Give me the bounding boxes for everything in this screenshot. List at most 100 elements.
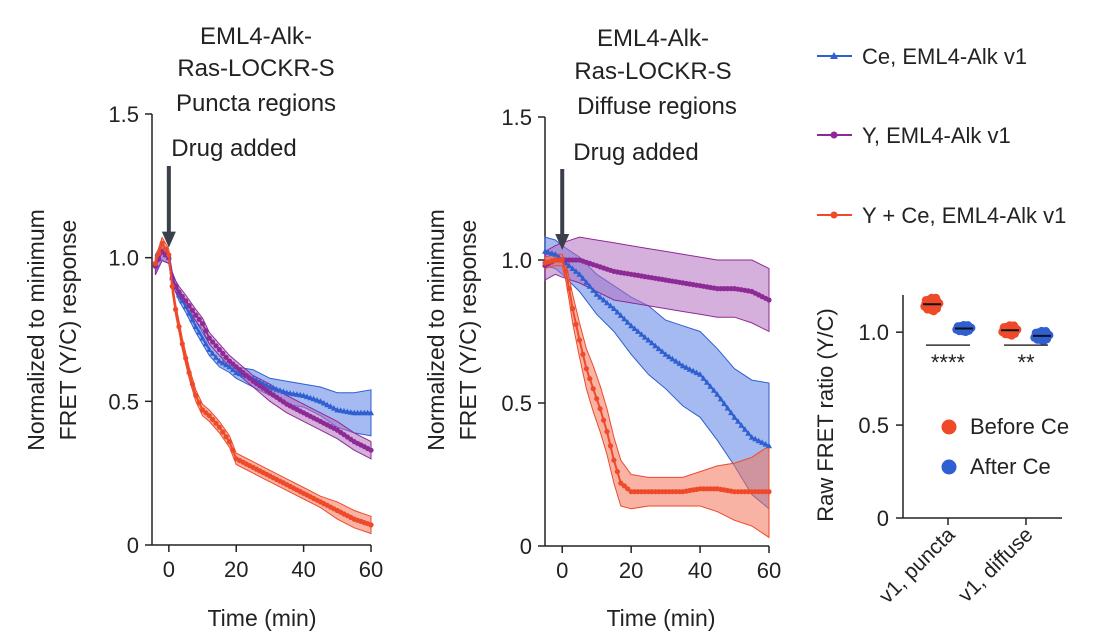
panel-diffuse-series-1-point xyxy=(748,434,755,440)
panel-diffuse-series-3-point xyxy=(601,417,607,423)
panel-diffuse-series-3-point xyxy=(583,366,590,372)
panel-puncta-series-2-point xyxy=(203,328,209,334)
panel-puncta-ylabel-2: FRET (Y/C) response xyxy=(55,220,81,441)
panel-puncta-ytick-label: 0 xyxy=(127,533,139,558)
panel-diffuse-series-1-point xyxy=(641,334,648,340)
panel-puncta-series-1-point xyxy=(189,316,196,323)
panel-puncta-series-1-point xyxy=(304,393,310,400)
panel-diffuse-series-1-point xyxy=(604,299,610,306)
panel-puncta-title-2: Ras-LOCKR-S xyxy=(177,55,334,82)
panel-diffuse-ytick-label: 1.5 xyxy=(501,105,532,130)
panel-puncta-series-1-point xyxy=(202,340,209,347)
panel-puncta-band-2 xyxy=(154,242,372,460)
panel-diffuse-series-1-point xyxy=(752,435,759,442)
panel-diffuse-series-1-point xyxy=(724,404,731,411)
panel-diffuse-series-2-point xyxy=(766,297,772,303)
panel-puncta-series-1-point xyxy=(182,303,189,309)
panel-diffuse-series-1-point xyxy=(614,308,621,315)
panel-diffuse-series-1-point xyxy=(762,441,769,447)
panel-puncta-series-2-point xyxy=(206,335,212,341)
panel-puncta-band-1 xyxy=(154,242,372,437)
panel-diffuse-series-1-point xyxy=(717,395,724,402)
panel-puncta-series-1-point xyxy=(192,323,199,329)
panel-diffuse-series-1-point xyxy=(700,375,707,381)
panel-puncta-series-1-point xyxy=(223,361,230,368)
panel-puncta-series-2-point xyxy=(183,298,189,304)
panel-diffuse-series-1-point xyxy=(679,362,686,369)
panel-puncta-series-3-point xyxy=(166,252,172,258)
panel-diffuse-xlabel: Time (min) xyxy=(606,605,715,631)
panel-diffuse-series-3-point xyxy=(559,257,565,263)
panel-diffuse-title-3: Diffuse regions xyxy=(577,93,737,120)
legend-dot-1-marker xyxy=(941,419,957,435)
panel-raw-dot-after-ce xyxy=(1039,336,1048,346)
panel-diffuse-series-1-point xyxy=(624,319,631,325)
panel-diffuse-xtick-label: 20 xyxy=(619,558,643,583)
panel-puncta-series-3-point xyxy=(156,250,162,256)
panel-raw-dot-before-ce xyxy=(1007,331,1016,340)
panel-diffuse-series-1-point xyxy=(579,275,586,281)
panel-diffuse-series-1-point xyxy=(552,251,559,257)
panel-raw-significance-label: **** xyxy=(931,350,966,375)
panel-diffuse-xtick-label: 40 xyxy=(688,558,712,583)
panel-diffuse-series-1-point xyxy=(542,248,548,254)
panel-puncta-series-2-point xyxy=(199,321,206,327)
panel-puncta-xlabel: Time (min) xyxy=(207,605,316,631)
panel-puncta-series-2-point xyxy=(186,303,192,309)
panel-puncta-series-3-point xyxy=(206,413,212,419)
panel-puncta-title-1: EML4-Alk- xyxy=(200,23,312,50)
panel-diffuse-series-3-point xyxy=(580,351,586,357)
panel-puncta-series-1-point xyxy=(327,403,334,409)
panel-diffuse-series-1-point xyxy=(686,366,693,372)
panel-diffuse-series-1-point xyxy=(735,418,741,424)
panel-puncta-series-2-point xyxy=(179,293,185,300)
panel-puncta-series-2-point xyxy=(368,447,374,453)
panel-diffuse-series-1-point xyxy=(759,439,766,445)
panel-diffuse-series-1-point xyxy=(593,291,600,297)
panel-diffuse-series-1-point xyxy=(655,345,662,352)
panel-puncta-ytick-label: 0.5 xyxy=(108,389,139,414)
panel-diffuse-series-1-point xyxy=(659,348,666,354)
panel-diffuse-series-3-point xyxy=(590,386,596,392)
panel-puncta-series-1-point xyxy=(307,394,314,401)
panel-diffuse-series-1-point xyxy=(566,262,573,269)
panel-puncta-series-1-point xyxy=(199,334,206,341)
panel-puncta-series-2-point xyxy=(223,354,229,360)
panel-diffuse-series-1-point xyxy=(707,383,714,389)
panel-diffuse-series-1-point xyxy=(645,336,652,343)
panel-diffuse-ylabel-2: FRET (Y/C) response xyxy=(455,220,481,441)
panel-raw-xtick-label: v1, diffuse xyxy=(954,523,1038,607)
panel-diffuse-series-1-point xyxy=(621,315,628,322)
legend-line-1-marker xyxy=(830,52,838,59)
panel-diffuse-series-3-point xyxy=(618,480,624,486)
panel-diffuse-series-1-point xyxy=(548,250,555,256)
panel-puncta-series-3-point xyxy=(203,410,209,416)
panel-raw-dot-after-ce xyxy=(1030,333,1039,342)
panel-puncta-series-1-point xyxy=(229,366,236,373)
panel-raw-dot-before-ce xyxy=(998,327,1007,337)
panel-puncta-series-2-point xyxy=(247,375,253,381)
panel-diffuse-series-1-point xyxy=(745,430,752,436)
panel-puncta-series-2-point xyxy=(189,307,195,313)
panel-puncta-series-3-point xyxy=(216,424,222,430)
panel-puncta-series-1-point xyxy=(317,398,324,404)
panel-puncta-series-1-point xyxy=(368,409,374,416)
panel-puncta-xtick-label: 20 xyxy=(224,557,248,582)
panel-diffuse-series-3-point xyxy=(625,486,631,492)
panel-raw-ylabel: Raw FRET ratio (Y/C) xyxy=(813,308,838,522)
panel-diffuse-series-1-point xyxy=(666,353,673,360)
panel-puncta-series-2-point xyxy=(210,339,216,345)
panel-raw-significance-label: ** xyxy=(1017,350,1035,375)
panel-puncta-series-1-point xyxy=(236,370,243,377)
panel-puncta-series-1-point xyxy=(330,405,337,411)
panel-puncta-series-2-point xyxy=(213,343,219,349)
panel-diffuse-series-1-point xyxy=(710,387,717,393)
panel-diffuse-series-1-point xyxy=(628,322,635,329)
legend: Ce, EML4-Alk v1 Y, EML4-Alk v1 Y + Ce, EML… xyxy=(817,44,1066,228)
legend-line-2-marker xyxy=(830,131,838,139)
panel-puncta-series-1-point xyxy=(314,397,321,403)
panel-puncta-series-1-point xyxy=(300,392,307,398)
panel-puncta-series-1-point xyxy=(213,354,219,360)
panel-diffuse-series-3-point xyxy=(611,457,617,463)
panel-diffuse-series-1-point xyxy=(652,342,659,349)
